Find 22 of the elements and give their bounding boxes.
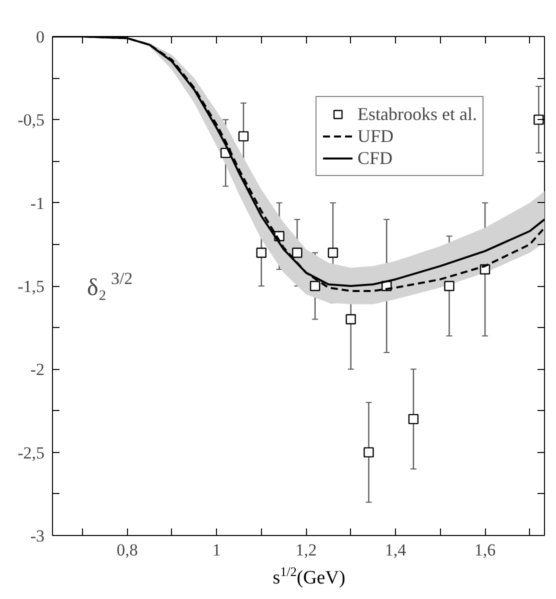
y-tick-label: -1,5 [18,277,45,296]
y-tick-label: -2 [30,360,45,380]
legend-label: UFD [358,125,394,147]
point [292,248,302,258]
x-axis-title: s$^{1/2}$(GeV) [272,563,346,590]
x-tick-label: 1,6 [474,540,496,560]
point [328,248,338,258]
y-tick-label: -0,5 [18,110,45,130]
legend-label: CFD [358,147,393,169]
y-tick-label: -1 [30,194,45,213]
legend-label: Estabrooks et al. [358,103,477,125]
x-tick-label: 1 [212,540,221,560]
point [238,131,249,142]
y-tick-label: 0 [36,28,44,46]
x-tick-label: 0,8 [116,540,138,560]
point [408,414,419,424]
x-tick-label: 1,2 [295,540,317,560]
point [310,280,320,292]
y-tick-label: -2,5 [18,443,45,462]
x-tick-label: 1,4 [384,540,407,560]
point [444,280,454,292]
y-tick-label: -3 [30,526,45,546]
